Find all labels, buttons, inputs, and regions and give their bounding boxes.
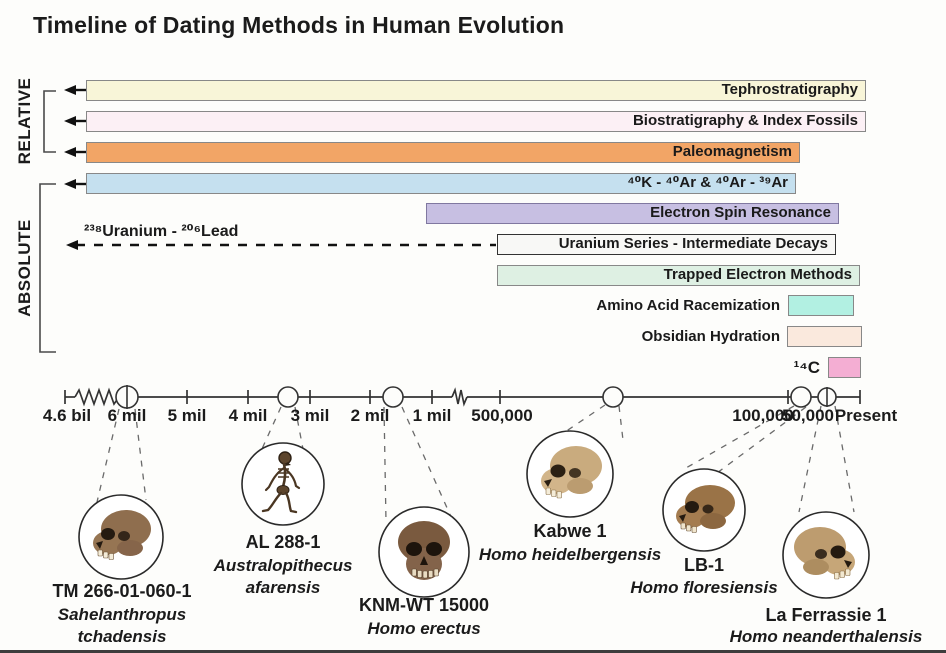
axis-label-500k: 500,000 xyxy=(471,406,533,425)
bar-label-uranium-lead: ²³⁸Uranium - ²⁰⁶Lead xyxy=(84,223,239,240)
axis-marker-circles xyxy=(115,385,837,409)
axis-label-50k: 50,000 xyxy=(782,406,834,425)
fossil-id-kabwe: Kabwe 1 xyxy=(533,521,607,541)
axis-break-zigzag-left xyxy=(74,387,120,407)
bar-label-trapped-electron: Trapped Electron Methods xyxy=(663,266,852,283)
axis-label-6-mil: 6 mil xyxy=(107,406,147,425)
fossil-species-al288-line1: Australopithecus xyxy=(213,556,353,575)
fossil-circles xyxy=(78,430,870,599)
skeleton-image-al288 xyxy=(261,451,301,514)
axis-label-4-mil: 4 mil xyxy=(228,406,268,425)
fossil-connector-lines xyxy=(96,404,855,523)
fossil-id-knmwt: KNM-WT 15000 xyxy=(358,595,490,615)
bar-label-tephrostratigraphy: Tephrostratigraphy xyxy=(721,81,858,98)
bar-label-amino-acid-racemization: Amino Acid Racemization xyxy=(596,297,780,314)
bar-label-biostratigraphy: Biostratigraphy & Index Fossils xyxy=(632,112,858,129)
axis-label-1-mil: 1 mil xyxy=(412,406,452,425)
skull-image-knmwt xyxy=(398,521,450,580)
open-ended-arrows xyxy=(74,88,86,186)
skull-image-lb1 xyxy=(676,485,735,533)
uranium-lead-dashed-arrow xyxy=(66,240,496,250)
bar-label-potassium-argon: ⁴⁰K - ⁴⁰Ar & ⁴⁰Ar - ³⁹Ar xyxy=(627,174,788,191)
relative-bracket xyxy=(43,90,56,153)
bar-paleomagnetism: Paleomagnetism xyxy=(86,142,800,163)
fossil-id-lb1: LB-1 xyxy=(684,555,724,575)
timeline-axis xyxy=(64,387,861,407)
bar-biostratigraphy: Biostratigraphy & Index Fossils xyxy=(86,111,866,132)
fossil-species-knmwt: Homo erectus xyxy=(367,619,481,638)
fossil-species-tm266-line2: tchadensis xyxy=(77,627,167,646)
axis-label-2-mil: 2 mil xyxy=(350,406,390,425)
absolute-bracket xyxy=(39,183,56,353)
section-label-absolute: ABSOLUTE xyxy=(15,219,34,317)
bar-amino-acid-racemization xyxy=(788,295,854,316)
fossil-species-al288-line2: afarensis xyxy=(245,578,321,597)
bar-potassium-argon: ⁴⁰K - ⁴⁰Ar & ⁴⁰Ar - ³⁹Ar xyxy=(86,173,796,194)
axis-label-4-6-bil: 4.6 bil xyxy=(42,406,92,425)
fossil-species-kabwe: Homo heidelbergensis xyxy=(478,545,662,564)
axis-label-5-mil: 5 mil xyxy=(167,406,207,425)
axis-break-zigzag-right xyxy=(451,387,468,407)
page-title: Timeline of Dating Methods in Human Evol… xyxy=(33,12,565,38)
bar-c14 xyxy=(828,357,861,378)
bar-obsidian-hydration xyxy=(787,326,862,347)
bar-label-c14: ¹⁴C xyxy=(793,358,820,377)
axis-label-3-mil: 3 mil xyxy=(290,406,330,425)
skull-image-kabwe xyxy=(541,446,602,499)
fossil-species-tm266-line1: Sahelanthropus xyxy=(57,605,187,624)
skull-image-laferrassie xyxy=(794,527,855,580)
bar-electron-spin-resonance: Electron Spin Resonance xyxy=(426,203,839,224)
open-ended-arrowheads xyxy=(64,85,76,189)
section-label-relative: RELATIVE xyxy=(15,77,34,165)
bar-uranium-series: Uranium Series - Intermediate Decays xyxy=(497,234,836,255)
bar-label-uranium-series: Uranium Series - Intermediate Decays xyxy=(558,235,828,252)
bar-label-obsidian-hydration: Obsidian Hydration xyxy=(641,328,780,345)
bar-label-paleomagnetism: Paleomagnetism xyxy=(672,143,792,160)
bar-label-electron-spin-resonance: Electron Spin Resonance xyxy=(650,204,831,221)
bar-tephrostratigraphy: Tephrostratigraphy xyxy=(86,80,866,101)
axis-label-present: Present xyxy=(834,406,898,425)
fossil-id-tm266: TM 266-01-060-1 xyxy=(52,581,192,601)
fossil-id-al288: AL 288-1 xyxy=(245,532,321,552)
fossil-species-lb1: Homo floresiensis xyxy=(630,578,778,597)
fossil-id-laferrassie: La Ferrassie 1 xyxy=(765,605,887,625)
axis-label-100k: 100,000 xyxy=(732,406,794,425)
bar-trapped-electron: Trapped Electron Methods xyxy=(497,265,860,286)
skull-image-tm266 xyxy=(93,510,151,560)
fossil-species-laferrassie: Homo neanderthalensis xyxy=(729,627,923,646)
